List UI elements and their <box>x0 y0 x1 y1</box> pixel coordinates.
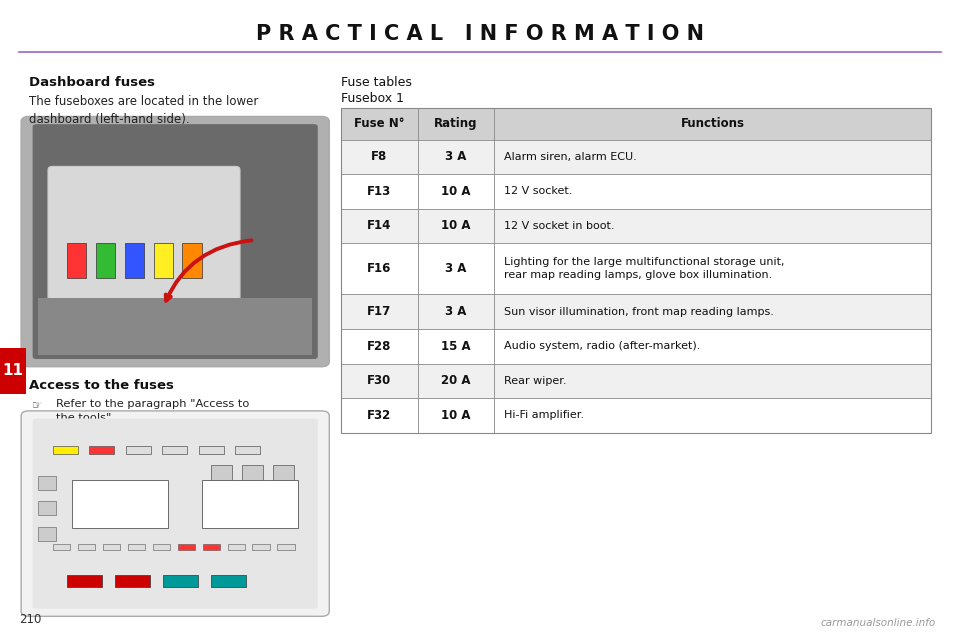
FancyBboxPatch shape <box>33 419 318 609</box>
Text: 3 A: 3 A <box>445 305 467 318</box>
Bar <box>128 544 145 550</box>
Bar <box>242 465 263 483</box>
Text: Fusebox 1: Fusebox 1 <box>341 92 404 104</box>
Bar <box>341 398 931 433</box>
Bar <box>235 446 260 454</box>
Bar <box>252 544 270 550</box>
Bar <box>89 446 114 454</box>
Text: F16: F16 <box>367 262 392 275</box>
Bar <box>203 544 220 550</box>
Text: Refer to the paragraph "Access to
the tools".: Refer to the paragraph "Access to the to… <box>56 399 249 424</box>
Bar <box>178 544 195 550</box>
Text: Sun visor illumination, front map reading lamps.: Sun visor illumination, front map readin… <box>504 307 774 317</box>
Text: Lighting for the large multifunctional storage unit,
rear map reading lamps, glo: Lighting for the large multifunctional s… <box>504 257 784 280</box>
Text: 11: 11 <box>3 363 23 378</box>
Text: Rear wiper.: Rear wiper. <box>504 376 566 386</box>
FancyBboxPatch shape <box>21 411 329 616</box>
Bar <box>126 446 151 454</box>
Text: F30: F30 <box>367 374 392 387</box>
Bar <box>341 364 931 398</box>
FancyBboxPatch shape <box>33 124 318 359</box>
Bar <box>154 243 173 278</box>
Bar <box>341 108 931 433</box>
Text: Fuse tables: Fuse tables <box>341 76 412 88</box>
Bar <box>341 329 931 364</box>
FancyBboxPatch shape <box>48 166 240 333</box>
FancyBboxPatch shape <box>21 116 329 367</box>
Text: ☞: ☞ <box>32 399 42 412</box>
Bar <box>67 243 86 278</box>
Text: 3 A: 3 A <box>445 262 467 275</box>
Bar <box>211 465 232 483</box>
Bar <box>125 243 144 278</box>
Text: F32: F32 <box>367 409 392 422</box>
Bar <box>0 348 26 394</box>
Bar <box>96 243 115 278</box>
Text: 15 A: 15 A <box>441 340 470 353</box>
Text: 10 A: 10 A <box>442 185 470 198</box>
Text: 12 V socket in boot.: 12 V socket in boot. <box>504 221 614 231</box>
Text: 12 V socket.: 12 V socket. <box>504 186 572 196</box>
Bar <box>153 544 170 550</box>
Text: Access to the fuses: Access to the fuses <box>29 379 174 392</box>
Bar <box>72 480 168 528</box>
Text: Dashboard fuses: Dashboard fuses <box>29 76 155 88</box>
Text: Audio system, radio (after-market).: Audio system, radio (after-market). <box>504 341 700 351</box>
Text: 210: 210 <box>19 613 41 626</box>
Bar <box>78 544 95 550</box>
Text: P R A C T I C A L   I N F O R M A T I O N: P R A C T I C A L I N F O R M A T I O N <box>256 24 704 44</box>
Bar <box>38 501 56 515</box>
Bar <box>103 544 120 550</box>
Text: carmanualsonline.info: carmanualsonline.info <box>821 618 936 628</box>
Bar <box>53 446 78 454</box>
Text: 20 A: 20 A <box>442 374 470 387</box>
Text: 10 A: 10 A <box>442 409 470 422</box>
Text: 10 A: 10 A <box>442 220 470 232</box>
Bar <box>341 243 931 294</box>
Bar <box>277 544 295 550</box>
Bar <box>182 243 202 278</box>
Bar <box>38 476 56 490</box>
Text: Alarm siren, alarm ECU.: Alarm siren, alarm ECU. <box>504 152 636 162</box>
Bar <box>53 544 70 550</box>
Text: F28: F28 <box>367 340 392 353</box>
Bar <box>341 140 931 174</box>
Bar <box>202 480 298 528</box>
Text: Hi-Fi amplifier.: Hi-Fi amplifier. <box>504 410 584 420</box>
Bar <box>341 108 931 140</box>
Text: Functions: Functions <box>681 117 745 130</box>
Bar <box>38 527 56 541</box>
Text: F8: F8 <box>372 150 387 163</box>
Text: F14: F14 <box>367 220 392 232</box>
Bar <box>211 575 246 587</box>
Bar <box>115 575 150 587</box>
Text: Fuse N°: Fuse N° <box>354 117 404 130</box>
Text: F13: F13 <box>367 185 392 198</box>
Bar <box>228 544 245 550</box>
Text: The fuseboxes are located in the lower
dashboard (left-hand side).: The fuseboxes are located in the lower d… <box>29 95 258 125</box>
Bar <box>199 446 224 454</box>
Text: Rating: Rating <box>434 117 478 130</box>
Bar <box>341 174 931 209</box>
Text: F17: F17 <box>367 305 392 318</box>
Bar <box>273 465 294 483</box>
Bar <box>38 298 312 355</box>
Bar <box>341 294 931 329</box>
Bar <box>67 575 102 587</box>
Bar <box>162 446 187 454</box>
Bar <box>341 209 931 243</box>
Bar <box>163 575 198 587</box>
Text: 3 A: 3 A <box>445 150 467 163</box>
